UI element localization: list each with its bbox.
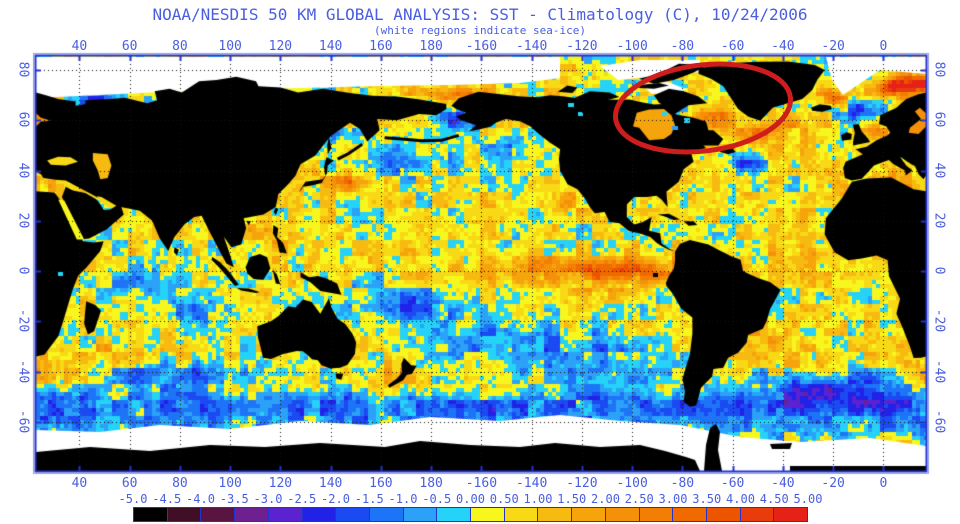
lon-tick-label-top: -140: [515, 39, 548, 54]
colorbar-tick-label: -1.0: [388, 492, 418, 506]
lon-tick-label-top: 0: [879, 39, 888, 54]
colorbar-tick-label: 2.50: [624, 492, 654, 506]
lon-tick-label-top: -100: [616, 39, 648, 54]
lon-tick-label-bottom: 40: [71, 476, 88, 491]
colorbar-tick-label: -4.5: [152, 492, 182, 506]
lon-tick-label-bottom: -20: [821, 476, 845, 491]
colorbar-tick-label: -1.5: [354, 492, 384, 506]
lon-tick-label-top: 100: [218, 39, 242, 54]
colorbar-segment: [739, 508, 774, 521]
lon-tick-label-top: 40: [71, 39, 88, 54]
colorbar-tick-label: 2.00: [591, 492, 620, 506]
lon-tick-label-bottom: -100: [616, 476, 648, 491]
colorbar-segment: [705, 508, 740, 521]
lon-tick-label-bottom: -80: [670, 476, 695, 491]
colorbar-tick-label: -2.0: [321, 492, 350, 506]
lat-tick-label-left: 80: [15, 61, 31, 78]
colorbar-tick-label: -0.5: [422, 492, 452, 506]
colorbar-segment: [234, 508, 268, 521]
colorbar-segment: [571, 508, 605, 521]
colorbar-segment: [267, 508, 302, 521]
lon-tick-label-bottom: 140: [318, 476, 343, 491]
lat-tick-label-right: 20: [931, 212, 947, 229]
sst-anomaly-colorbar: [133, 507, 808, 522]
lon-tick-label-bottom: 80: [172, 476, 188, 491]
lon-tick-label-top: 160: [369, 39, 393, 54]
lat-tick-label-right: 0: [931, 266, 947, 275]
colorbar-tick-label: -3.5: [219, 492, 249, 506]
colorbar-segment: [503, 508, 538, 521]
lon-tick-label-top: 180: [419, 39, 443, 54]
colorbar-segment: [335, 508, 369, 521]
colorbar-segment: [368, 508, 403, 521]
colorbar-tick-label: 0.50: [489, 492, 519, 506]
colorbar-segment: [537, 508, 572, 521]
colorbar-tick-label: -5.0: [118, 492, 148, 506]
lon-tick-label-top: 120: [268, 39, 293, 54]
lon-tick-label-top: -20: [821, 39, 845, 54]
lat-tick-label-right: -20: [931, 309, 947, 333]
lon-tick-label-top: 80: [172, 39, 188, 54]
lat-tick-label-left: 60: [15, 111, 31, 128]
lon-tick-label-bottom: 120: [268, 476, 293, 491]
colorbar-segment: [604, 508, 639, 521]
colorbar-tick-label: 1.50: [557, 492, 587, 506]
colorbar-tick-label: 1.00: [523, 492, 553, 506]
lat-tick-label-right: -40: [931, 359, 947, 383]
colorbar-tick-label: 3.00: [658, 492, 688, 506]
lon-tick-label-top: 140: [318, 39, 343, 54]
page-title: NOAA/NESDIS 50 KM GLOBAL ANALYSIS: SST -…: [152, 5, 808, 24]
lon-tick-label-bottom: -60: [720, 476, 745, 491]
lat-tick-label-left: 40: [15, 162, 31, 178]
lat-tick-label-left: -40: [15, 359, 31, 383]
colorbar-segment: [470, 508, 504, 521]
colorbar-segment: [638, 508, 673, 521]
lon-tick-label-top: 60: [121, 39, 138, 54]
lat-tick-label-left: 20: [15, 212, 31, 229]
lon-tick-label-bottom: -160: [465, 476, 498, 491]
colorbar-tick-label: 4.50: [759, 492, 789, 506]
colorbar-tick-label: 3.50: [692, 492, 722, 506]
lat-tick-label-left: 0: [15, 266, 31, 275]
lon-tick-label-bottom: 60: [121, 476, 138, 491]
colorbar-tick-label: 5.00: [793, 492, 823, 506]
colorbar-segment: [773, 508, 808, 521]
lat-tick-label-right: 40: [931, 162, 947, 178]
colorbar-segment: [200, 508, 235, 521]
lon-tick-label-top: -120: [566, 39, 598, 54]
lat-tick-label-right: 60: [931, 111, 947, 128]
lon-tick-label-top: -40: [771, 39, 795, 54]
colorbar-segment: [402, 508, 437, 521]
lon-tick-label-bottom: -120: [566, 476, 598, 491]
lat-tick-label-left: -20: [15, 309, 31, 333]
lat-tick-label-left: -60: [15, 409, 31, 433]
colorbar-segment: [301, 508, 336, 521]
lon-tick-label-top: -160: [465, 39, 498, 54]
subtitle-sea-ice-note: (white regions indicate sea-ice): [374, 24, 586, 37]
colorbar-tick-label: 4.00: [726, 492, 755, 506]
colorbar-tick-label: -3.0: [253, 492, 283, 506]
lat-tick-label-right: -60: [931, 409, 947, 433]
lon-tick-label-bottom: 0: [879, 476, 888, 491]
colorbar-tick-label: 0.00: [456, 492, 485, 506]
lon-tick-label-bottom: -140: [515, 476, 548, 491]
lon-tick-label-bottom: 100: [218, 476, 242, 491]
lat-tick-label-right: 80: [931, 61, 947, 78]
colorbar-segment: [436, 508, 471, 521]
colorbar-segment: [134, 508, 167, 521]
lon-tick-label-bottom: -40: [771, 476, 795, 491]
colorbar-tick-label: -2.5: [287, 492, 317, 506]
lon-tick-label-bottom: 180: [419, 476, 443, 491]
lon-tick-label-bottom: 160: [369, 476, 393, 491]
colorbar-tick-label: -4.0: [186, 492, 215, 506]
lon-tick-label-top: -60: [720, 39, 745, 54]
colorbar-segment: [672, 508, 706, 521]
colorbar-segment: [166, 508, 201, 521]
lon-tick-label-top: -80: [670, 39, 695, 54]
